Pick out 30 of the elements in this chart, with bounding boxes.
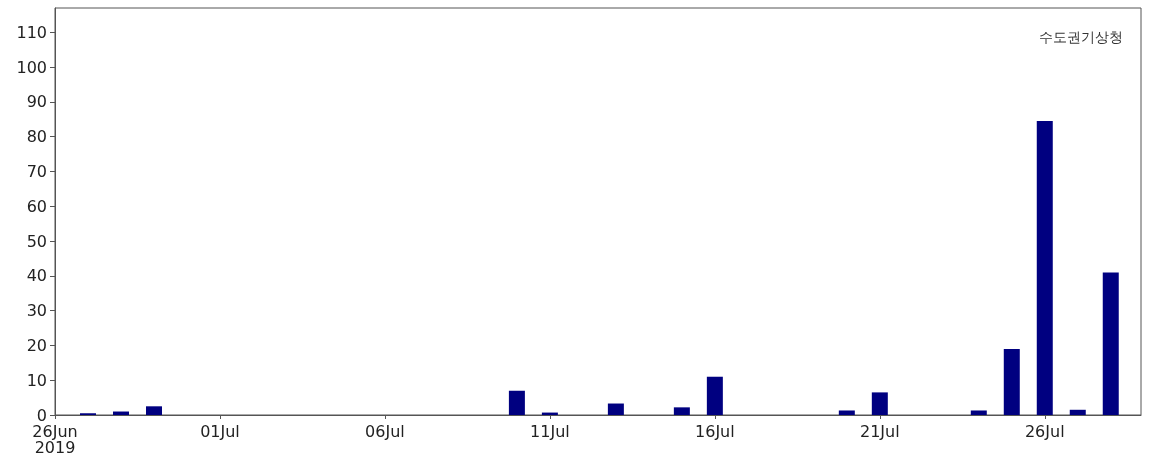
x-tick-label: 06Jul — [365, 421, 405, 441]
y-tick-label: 10 — [26, 370, 47, 390]
bar — [871, 392, 888, 415]
y-tick-label: 70 — [26, 162, 47, 181]
y-tick-label: 90 — [26, 92, 47, 112]
y-tick-label: 20 — [26, 335, 47, 355]
bar — [970, 410, 987, 415]
bar — [1069, 409, 1086, 415]
bar — [1036, 121, 1053, 415]
y-tick-label: 40 — [26, 266, 47, 286]
bar — [706, 376, 723, 415]
y-tick-label: 100 — [16, 57, 47, 77]
bar — [508, 390, 525, 415]
x-tick-label: 01Jul — [200, 421, 240, 441]
y-tick-label: 30 — [26, 301, 47, 321]
x-tick-label: 26Jul — [1024, 421, 1065, 441]
bar — [1102, 272, 1119, 415]
bar — [838, 410, 855, 415]
bar — [145, 406, 162, 415]
y-tick-label: 50 — [26, 231, 47, 251]
x-tick-label: 16Jul — [695, 421, 735, 441]
bar — [1003, 348, 1020, 415]
x-tick-label: 11Jul — [530, 421, 570, 441]
y-tick-label: 110 — [16, 22, 47, 42]
y-tick-label: 80 — [26, 127, 47, 147]
bar — [607, 403, 624, 415]
annotation: 수도권기상청 — [1039, 29, 1123, 45]
x-tick-label: 21Jul — [859, 421, 900, 441]
y-tick-label: 60 — [26, 196, 47, 216]
bar — [673, 407, 690, 415]
